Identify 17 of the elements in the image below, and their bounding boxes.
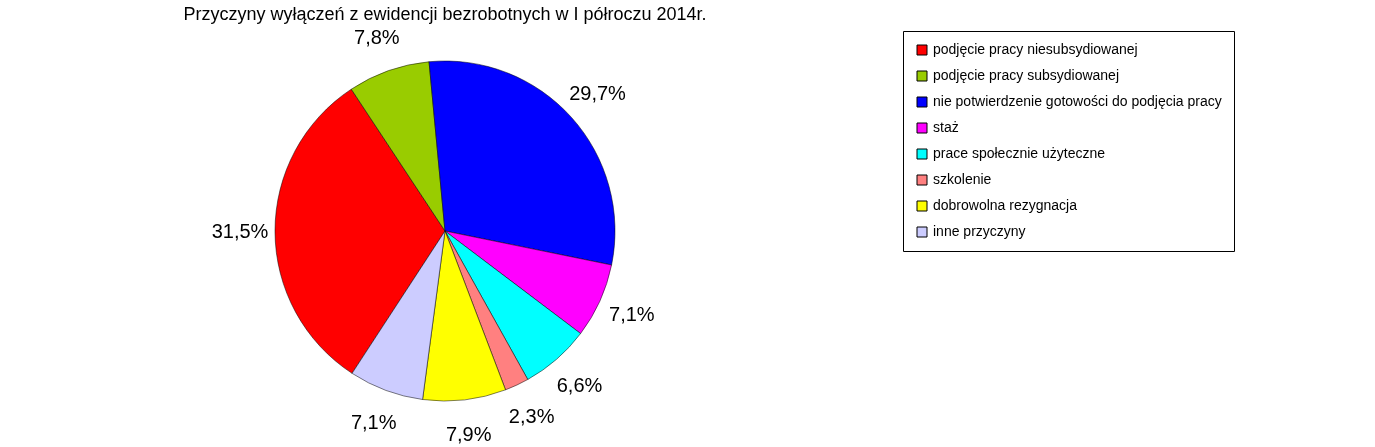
legend-label: staż	[933, 119, 959, 135]
legend-label: nie potwierdzenie gotowości do podjęcia pracy	[933, 93, 1222, 109]
legend-label: prace społecznie użyteczne	[933, 145, 1106, 161]
data-label: 7,1%	[609, 303, 655, 326]
legend-label: podjęcie pracy niesubsydiowanej	[933, 41, 1138, 57]
legend-label: podjęcie pracy subsydiowanej	[933, 67, 1119, 83]
data-label: 6,6%	[556, 373, 603, 396]
data-label: 7,1%	[350, 411, 397, 434]
data-label: 7,8%	[354, 25, 400, 48]
legend-label: dobrowolna rezygnacja	[933, 197, 1078, 213]
data-label: 29,7%	[569, 82, 627, 105]
legend-label: inne przyczyny	[933, 223, 1026, 239]
legend-label: szkolenie	[933, 171, 992, 187]
data-label: 7,9%	[445, 422, 492, 445]
data-label: 2,3%	[508, 404, 555, 427]
chart-title: Przyczyny wyłączeń z ewidencji bezrobotnych w I półroczu 2014r.	[183, 3, 707, 24]
data-label: 31,5%	[211, 219, 269, 242]
